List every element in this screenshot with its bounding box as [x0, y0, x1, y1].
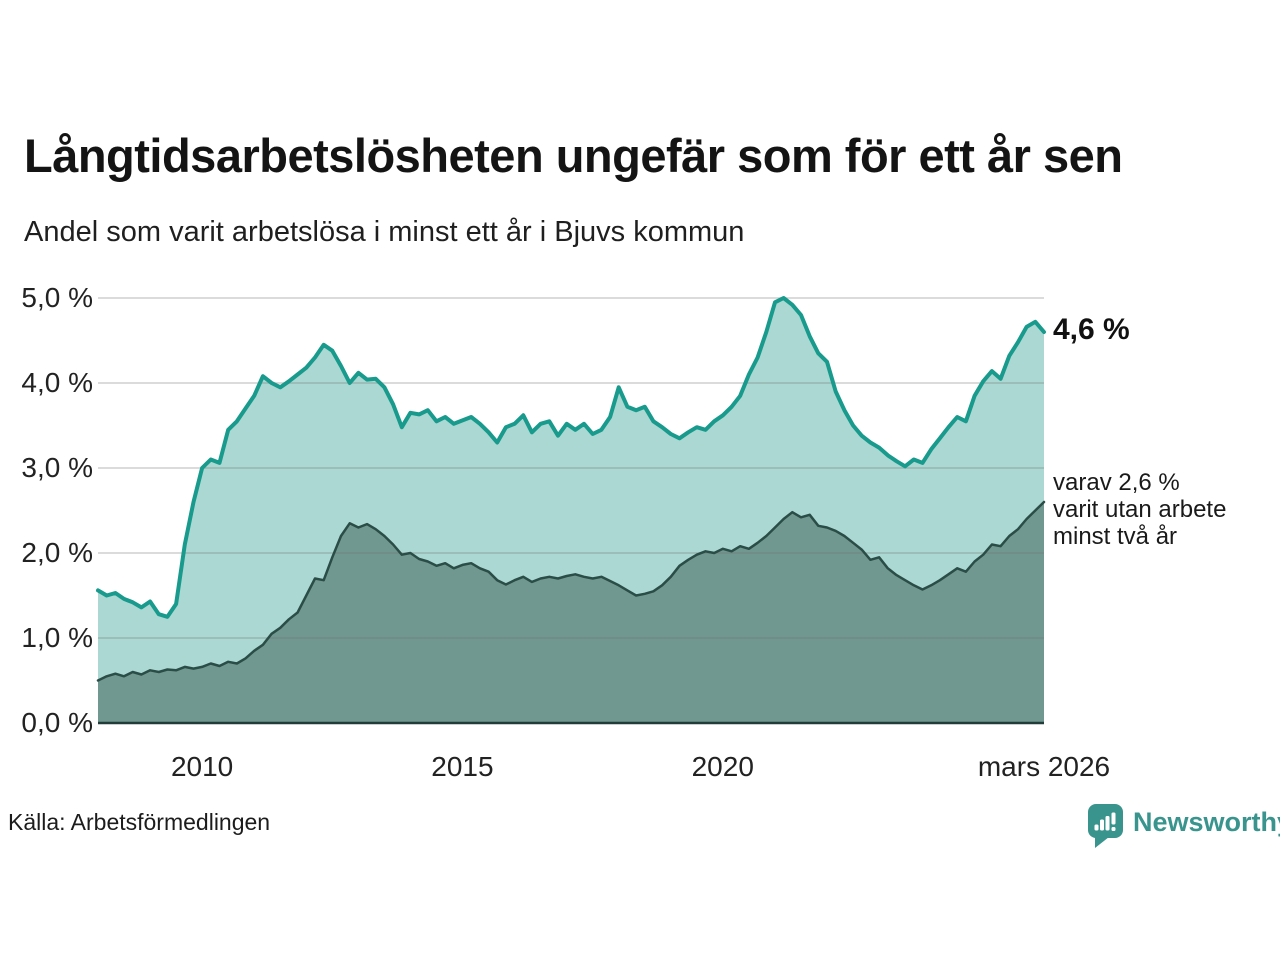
x-tick-label: 2015	[431, 751, 494, 782]
y-tick-label: 2,0 %	[21, 537, 93, 568]
y-tick-label: 1,0 %	[21, 622, 93, 653]
source-credit: Källa: Arbetsförmedlingen	[8, 809, 271, 835]
x-tick-label: mars 2026	[977, 751, 1111, 782]
x-tick-label: 2020	[691, 751, 754, 782]
y-tick-label: 3,0 %	[21, 452, 93, 483]
page-title: Långtidsarbetslösheten ungefär som för e…	[24, 129, 1123, 182]
latest-value-label: 4,6 %	[1053, 313, 1130, 346]
x-tick-label: 2010	[170, 751, 234, 782]
y-tick-label: 5,0 %	[21, 282, 93, 313]
newsworthy-bubble-icon	[1088, 804, 1123, 848]
brand-name: Newsworthy	[1133, 807, 1280, 837]
y-tick-label: 4,0 %	[21, 367, 93, 398]
brand-logo: Newsworthy	[1087, 803, 1280, 853]
area-fill-1	[98, 502, 1044, 723]
series-line-0	[96, 296, 1046, 619]
y-tick-label: 0,0 %	[21, 707, 93, 738]
page-subtitle: Andel som varit arbetslösa i minst ett å…	[24, 216, 745, 248]
series-line-1	[96, 500, 1046, 682]
secondary-series-label: varav 2,6 % varit utan arbete minst två …	[1053, 469, 1227, 550]
